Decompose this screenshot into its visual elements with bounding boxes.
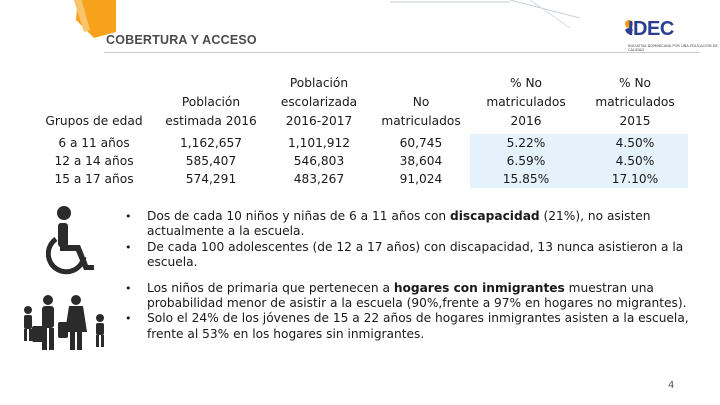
table-row: 15 a 17 años 574,291 483,267 91,024 15.8… bbox=[32, 170, 688, 188]
cell-pct-2016: 5.22% bbox=[470, 134, 582, 152]
cell-not-enrolled: 91,024 bbox=[372, 170, 470, 188]
bullet-disability-children: • Dos de cada 10 niños y niñas de 6 a 11… bbox=[120, 209, 700, 240]
cell-population: 1,162,657 bbox=[156, 134, 266, 152]
bullet-text: De cada 100 adolescentes (de 12 a 17 año… bbox=[147, 239, 684, 270]
header-population: Población estimada 2016 bbox=[156, 74, 266, 134]
idec-logo-icon bbox=[625, 20, 633, 34]
header-pct-2015: % No matriculados 2015 bbox=[582, 74, 688, 134]
section-title: COBERTURA Y ACCESO bbox=[106, 33, 257, 47]
table-header-row: Grupos de edad Población estimada 2016 P… bbox=[32, 74, 688, 134]
header-age-group: Grupos de edad bbox=[32, 74, 156, 134]
bullet-text: (21%), no asisten actualmente a la escue… bbox=[147, 209, 651, 239]
slide-number: 1 bbox=[66, 4, 80, 29]
cell-pct-2016: 6.59% bbox=[470, 152, 582, 170]
cell-not-enrolled: 38,604 bbox=[372, 152, 470, 170]
cell-not-enrolled: 60,745 bbox=[372, 134, 470, 152]
cell-pct-2016: 15.85% bbox=[470, 170, 582, 188]
title-divider bbox=[104, 52, 700, 53]
bullet-dot: • bbox=[125, 312, 132, 326]
cell-age-group: 12 a 14 años bbox=[32, 152, 156, 170]
bullet-dot: • bbox=[125, 281, 132, 295]
migrant-family-icon bbox=[24, 295, 104, 350]
header-enrolled: Población escolarizada 2016-2017 bbox=[266, 74, 372, 134]
cell-enrolled: 546,803 bbox=[266, 152, 372, 170]
bullet-dot: • bbox=[125, 240, 132, 254]
cell-population: 585,407 bbox=[156, 152, 266, 170]
logo-subtitle: INICIATIVA DOMINICANA POR UNA EDUCACIÓN … bbox=[628, 44, 718, 53]
decorative-lines bbox=[390, 0, 580, 29]
bullet-text: Los niños de primaria que pertenecen a bbox=[147, 280, 394, 295]
header-not-enrolled: No matriculados bbox=[372, 74, 470, 134]
cell-enrolled: 483,267 bbox=[266, 170, 372, 188]
cell-age-group: 6 a 11 años bbox=[32, 134, 156, 152]
slide-number-badge bbox=[73, 0, 116, 38]
bullet-text: Solo el 24% de los jóvenes de 15 a 22 añ… bbox=[147, 311, 689, 341]
bullet-emphasis: hogares con inmigrantes bbox=[393, 280, 565, 295]
bullet-list: • Dos de cada 10 niños y niñas de 6 a 11… bbox=[120, 209, 700, 342]
bullet-migrant-youth: • Solo el 24% de los jóvenes de 15 a 22 … bbox=[120, 311, 700, 342]
cell-pct-2015: 17.10% bbox=[582, 170, 688, 188]
bullet-disability-adolescents: • De cada 100 adolescentes (de 12 a 17 a… bbox=[120, 240, 700, 271]
wheelchair-icon bbox=[46, 206, 94, 275]
bullet-dot: • bbox=[125, 210, 132, 223]
table-row: 6 a 11 años 1,162,657 1,101,912 60,745 5… bbox=[32, 134, 688, 152]
cell-population: 574,291 bbox=[156, 170, 266, 188]
enrollment-table: Grupos de edad Población estimada 2016 P… bbox=[32, 74, 688, 188]
cell-enrolled: 1,101,912 bbox=[266, 134, 372, 152]
cell-age-group: 15 a 17 años bbox=[32, 170, 156, 188]
logo-name: IDEC bbox=[628, 18, 674, 40]
header-pct-2016: % No matriculados 2016 bbox=[470, 74, 582, 134]
page-number: 4 bbox=[668, 380, 675, 391]
cell-pct-2015: 4.50% bbox=[582, 152, 688, 170]
bullet-migrant-primary: • Los niños de primaria que pertenecen a… bbox=[120, 281, 700, 312]
bullet-text: muestran una probabilidad menor de asist… bbox=[147, 280, 687, 311]
table-row: 12 a 14 años 585,407 546,803 38,604 6.59… bbox=[32, 152, 688, 170]
bullet-text: Dos de cada 10 niños y niñas de 6 a 11 a… bbox=[147, 209, 451, 223]
bullet-emphasis: discapacidad bbox=[450, 209, 540, 223]
cell-pct-2015: 4.50% bbox=[582, 134, 688, 152]
